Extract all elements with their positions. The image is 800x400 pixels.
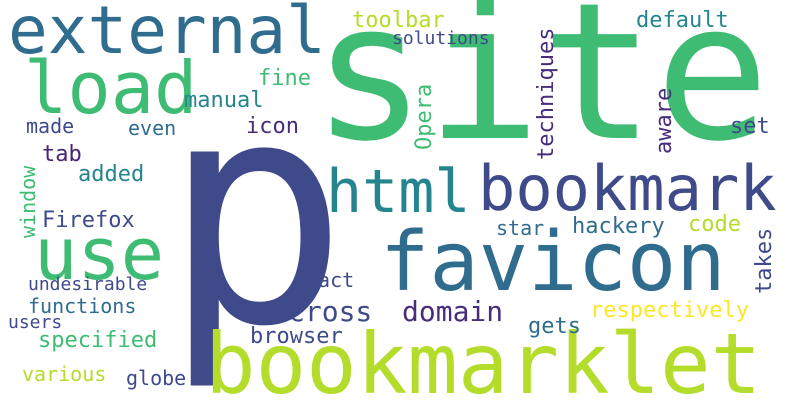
- word-bookmarklet: bookmarklet: [205, 315, 762, 400]
- word-various: various: [22, 362, 107, 386]
- word-icon: icon: [246, 114, 299, 139]
- word-browser: browser: [250, 324, 343, 349]
- word-added: added: [78, 162, 145, 187]
- word-site: site: [312, 0, 770, 183]
- word-bookmark: bookmark: [478, 152, 777, 225]
- word-manual: manual: [184, 88, 264, 113]
- word-takes: takes: [752, 227, 777, 294]
- word-html: html: [326, 157, 471, 227]
- word-even: even: [128, 116, 177, 140]
- word-techniques: techniques: [534, 27, 559, 160]
- word-opera: Opera: [412, 83, 437, 150]
- word-default: default: [636, 8, 729, 33]
- word-made: made: [26, 114, 75, 138]
- word-respectively: respectively: [590, 298, 749, 323]
- word-hackery: hackery: [572, 214, 665, 239]
- word-users: users: [8, 312, 63, 333]
- word-gets: gets: [528, 314, 581, 339]
- word-aware: aware: [652, 87, 677, 154]
- word-functions: functions: [28, 294, 137, 318]
- word-globe: globe: [126, 366, 187, 390]
- word-firefox: Firefox: [42, 208, 135, 233]
- word-undesirable: undesirable: [28, 274, 148, 295]
- word-domain: domain: [402, 295, 504, 328]
- word-tab: tab: [42, 142, 82, 167]
- word-cross: cross: [288, 295, 373, 328]
- word-p: p: [162, 34, 349, 395]
- word-specified: specified: [38, 328, 158, 353]
- word-external: external: [8, 0, 326, 69]
- word-window: window: [16, 165, 40, 238]
- word-favicon: favicon: [380, 215, 726, 310]
- word-use: use: [34, 212, 165, 296]
- word-load: load: [24, 46, 198, 130]
- word-solutions: solutions: [392, 28, 490, 49]
- word-fine: fine: [258, 66, 311, 91]
- word-set: set: [730, 114, 770, 139]
- word-code: code: [688, 212, 741, 237]
- word-star: star: [496, 216, 545, 240]
- word-fact: fact: [306, 268, 355, 292]
- word-toolbar: toolbar: [352, 8, 445, 33]
